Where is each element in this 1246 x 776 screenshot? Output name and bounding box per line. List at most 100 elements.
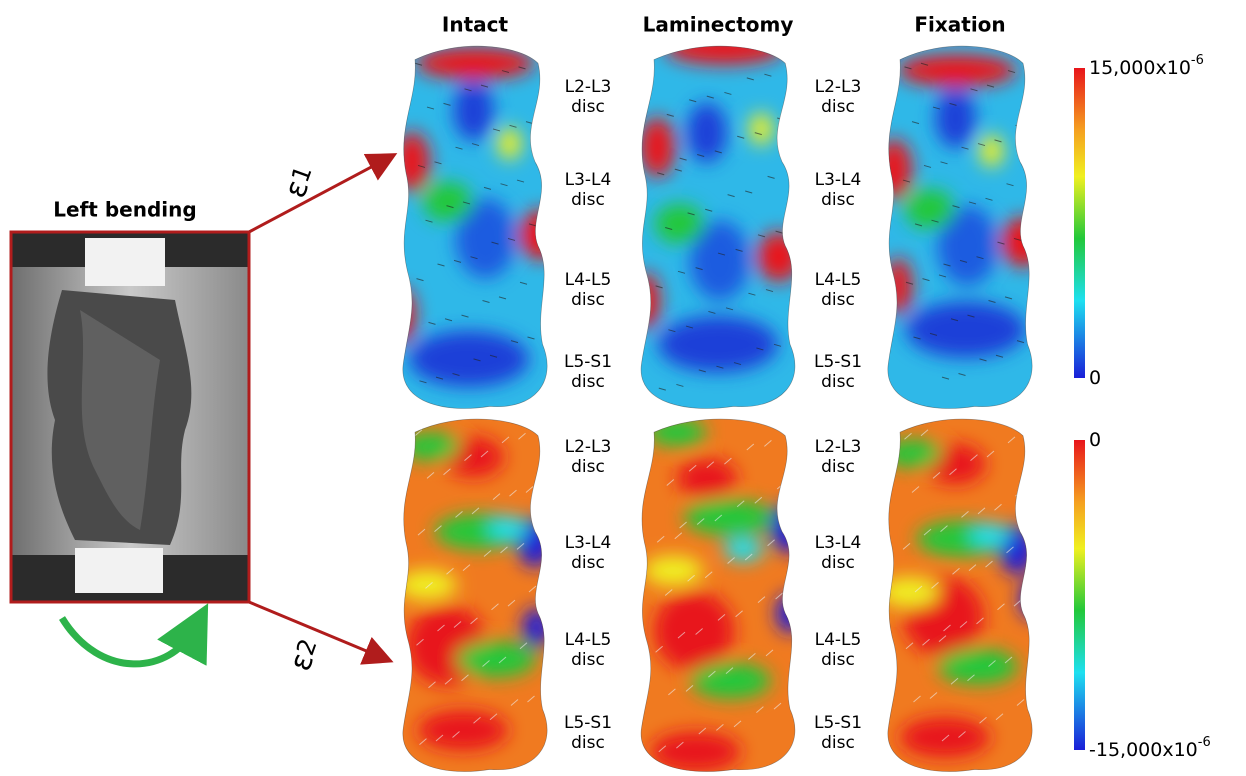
marker-plate-top [85,238,165,286]
strain-patch [677,458,737,498]
disc-level: L3-L4 [565,170,612,190]
strain-patch [684,499,774,535]
strain-patch [523,607,551,647]
colorbar-label-base: 15,000x10 [1089,57,1191,79]
disc-level: L3-L4 [815,170,862,190]
colorbar [1074,440,1085,750]
disc-level: L4-L5 [565,270,612,290]
colorbar-label: 15,000x10-6 [1089,53,1204,79]
strain-patch [654,591,734,671]
disc-word: disc [821,372,855,392]
disc-level: L3-L4 [565,533,612,553]
disc-word: disc [571,553,605,573]
colorbar [1074,68,1085,378]
disc-word: disc [571,650,605,670]
strain-patch [1001,217,1045,267]
strain-patch [905,189,955,229]
disc-word: disc [821,97,855,117]
strain-patch [970,523,1010,547]
disc-level: L4-L5 [815,270,862,290]
strain-patch [936,88,976,148]
disc-level: L5-S1 [814,352,862,372]
arrow-strain-1 [249,156,392,232]
disc-level: L2-L3 [565,77,612,97]
colorbar-label: -15,000x10-6 [1089,735,1211,761]
colorbar-label-exponent: -6 [1191,53,1204,68]
disc-word: disc [571,97,605,117]
disc-word: disc [821,457,855,477]
strain-patch [498,128,522,160]
disc-word: disc [821,553,855,573]
strain-patch [423,182,473,222]
strain-patch [900,718,990,758]
strain-map [865,408,1055,776]
disc-level: L2-L3 [565,437,612,457]
column-header: Laminectomy [643,13,794,37]
bending-arrow [62,618,195,664]
strain-patch [906,302,1026,358]
strain-patch [757,232,801,282]
disc-word: disc [571,290,605,310]
strain-patch [643,556,703,586]
disc-word: disc [821,190,855,210]
strain-patch [394,132,430,192]
strain-label: ε2 [282,634,326,676]
disc-word: disc [821,733,855,753]
strain-patch [639,117,675,177]
strain-patch [691,663,771,699]
marker-plate-bottom [75,548,163,593]
disc-level: L2-L3 [815,77,862,97]
strain-patch [938,649,1018,685]
colorbar-label-exponent: -6 [1198,735,1211,750]
disc-word: disc [821,290,855,310]
disc-level: L5-S1 [564,713,612,733]
strain-patch [646,418,706,446]
strain-patch [415,47,535,79]
disc-level: L5-S1 [814,713,862,733]
disc-level: L5-S1 [564,352,612,372]
strain-map [380,408,570,776]
colorbar-label-base: 0 [1089,429,1101,451]
disc-word: disc [571,190,605,210]
strain-map [380,35,570,420]
strain-patch [397,570,457,600]
strain-map [618,33,818,420]
disc-word: disc [571,457,605,477]
strain-patch [655,204,705,244]
column-header: Fixation [914,13,1005,37]
strain-patch [776,593,804,633]
column-header: Intact [442,13,509,37]
strain-patch [897,55,1017,87]
strain-patch [687,103,727,163]
disc-word: disc [571,733,605,753]
disc-word: disc [571,372,605,392]
disc-word: disc [821,650,855,670]
strain-patch [876,139,912,199]
strain-patch [651,732,741,772]
disc-level: L4-L5 [815,630,862,650]
strain-patch [1020,579,1048,619]
strain-patch [456,641,536,677]
disc-level: L2-L3 [815,437,862,457]
disc-level: L3-L4 [815,533,862,553]
strain-patch [885,258,913,314]
strain-patch [749,113,773,145]
colorbar-label-base: 0 [1089,367,1101,389]
strain-patch [980,135,1004,167]
colorbar-label: 0 [1089,367,1101,389]
strain-map [618,408,818,776]
figure: Left bending Intact Laminectomy Fixation L2… [0,0,1246,776]
specimen-label: Left bending [53,198,196,222]
strain-patch [400,432,460,460]
strain-patch [724,537,764,561]
strain-patch [882,440,942,468]
strain-patch [770,503,806,553]
strain-patch [658,316,778,372]
specimen-photo [11,232,249,602]
colorbar-label-base: -15,000x10 [1089,739,1198,761]
strain-patch [632,273,660,329]
strain-patch [454,81,494,141]
colorbar-label: 0 [1089,429,1101,451]
strain-patch [879,577,939,607]
strain-patch [664,33,784,65]
